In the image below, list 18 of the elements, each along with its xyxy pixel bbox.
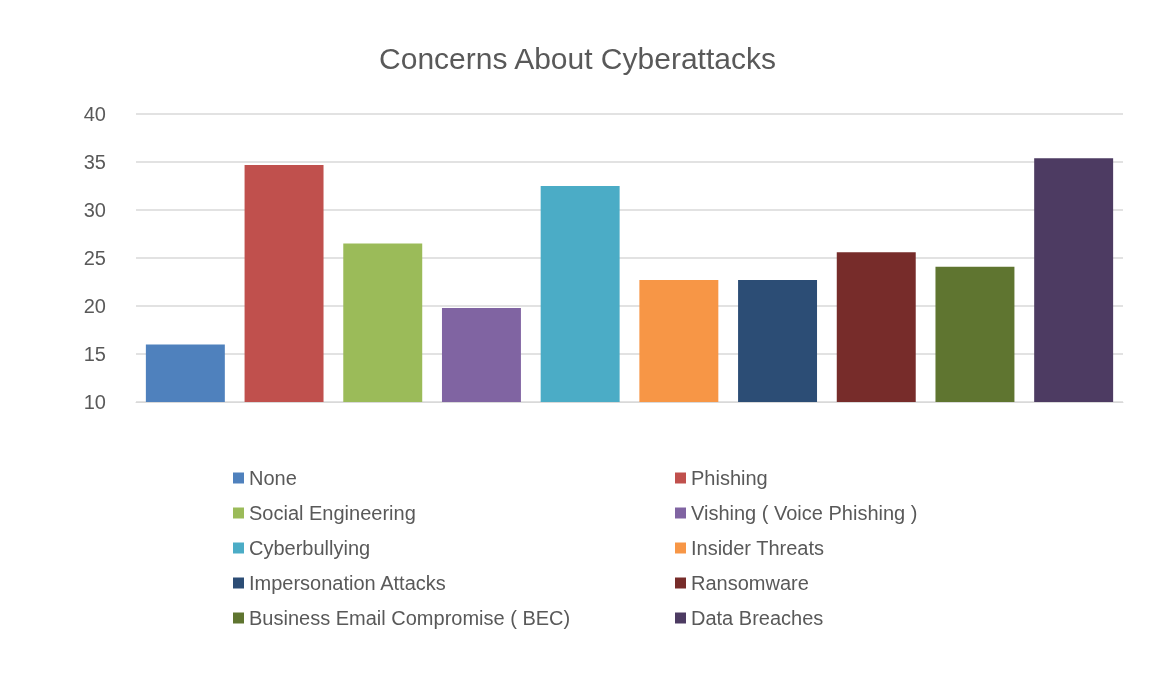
y-tick-label: 20 bbox=[83, 295, 106, 317]
legend-label: Cyberbullying bbox=[249, 537, 371, 559]
legend-label: Data Breaches bbox=[691, 607, 824, 629]
legend-label: Impersonation Attacks bbox=[249, 572, 446, 594]
y-tick-label: 35 bbox=[83, 151, 106, 173]
legend-label: Social Engineering bbox=[249, 502, 416, 524]
y-tick-label: 30 bbox=[83, 199, 106, 221]
legend-label: Phishing bbox=[691, 467, 768, 489]
chart-title: Concerns About Cyberattacks bbox=[379, 41, 776, 75]
legend-label: Business Email Compromise ( BEC) bbox=[249, 607, 571, 629]
legend-label: Insider Threats bbox=[691, 537, 825, 559]
y-tick-label: 10 bbox=[83, 391, 106, 413]
legend-label: Vishing ( Voice Phishing ) bbox=[691, 502, 918, 524]
y-tick-label: 15 bbox=[83, 343, 106, 365]
legend-label: Ransomware bbox=[691, 572, 809, 594]
y-tick-label: 40 bbox=[83, 103, 106, 125]
y-tick-label: 25 bbox=[83, 247, 106, 269]
legend-label: None bbox=[249, 467, 297, 489]
